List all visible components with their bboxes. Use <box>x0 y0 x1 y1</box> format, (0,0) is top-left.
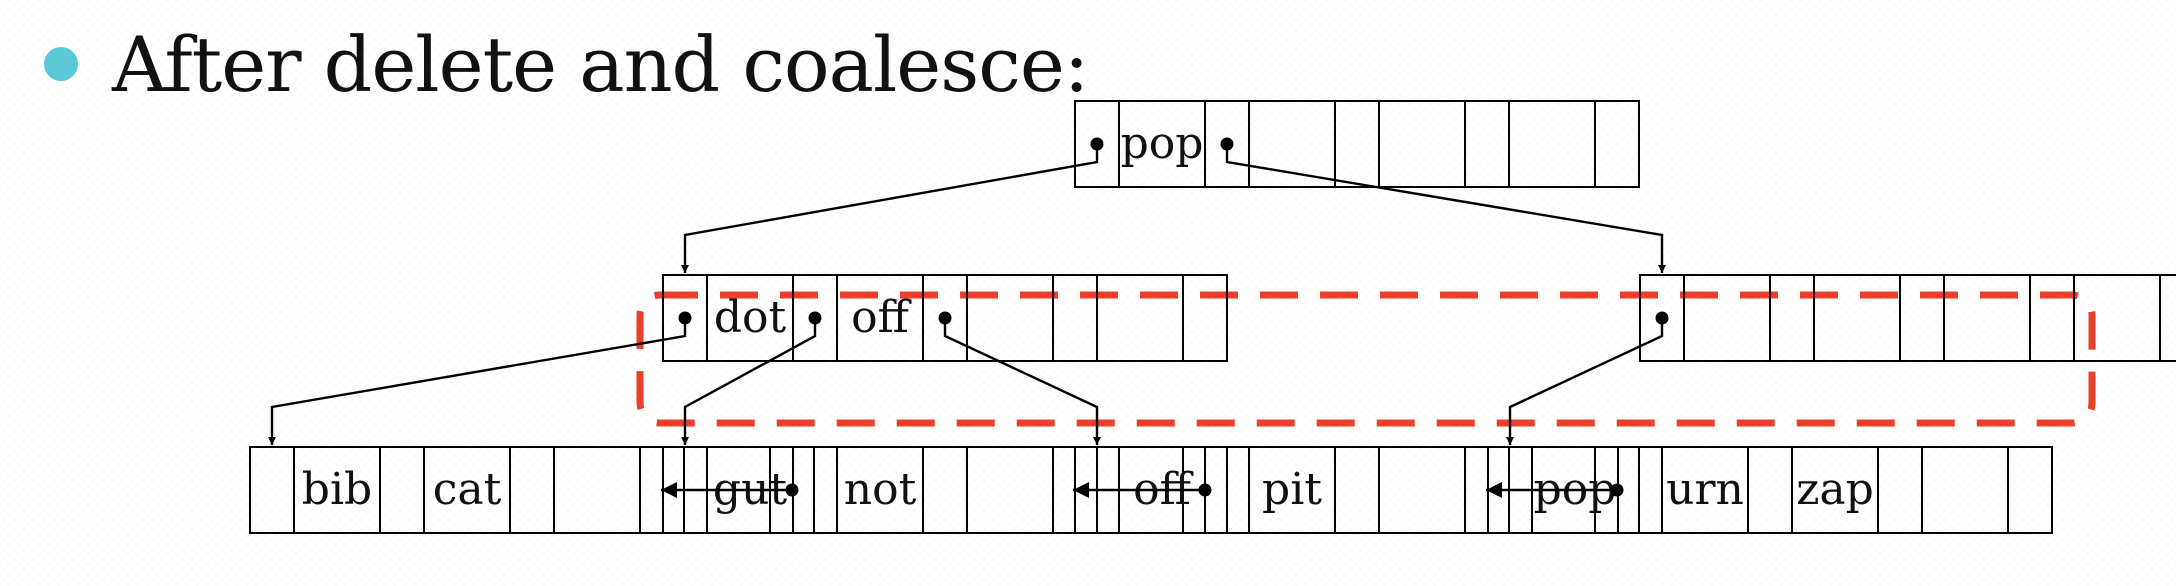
key-label: bib <box>302 464 372 515</box>
node-border <box>662 274 1228 362</box>
root-edge <box>681 144 1099 273</box>
internal-edge <box>943 318 1101 445</box>
key-label: urn <box>1666 464 1744 515</box>
key-label: zap <box>1796 464 1874 515</box>
internal-node <box>1639 274 2176 362</box>
internal-edge <box>1506 318 1664 445</box>
key-label: not <box>844 464 917 515</box>
node-border <box>249 446 815 534</box>
bullet-icon <box>44 47 78 81</box>
heading-text: After delete and coalesce: <box>112 19 1089 109</box>
leaf-node: bib cat <box>249 446 815 534</box>
key-label: dot <box>714 292 787 343</box>
key-label: pop <box>1121 118 1204 169</box>
key-label: cat <box>433 464 502 515</box>
internal-edge <box>268 318 687 445</box>
node-border <box>1639 274 2176 362</box>
key-label: pit <box>1262 464 1322 515</box>
key-label: off <box>851 292 911 343</box>
root-edge <box>1225 144 1666 273</box>
slide-heading: After delete and coalesce: <box>44 14 1089 114</box>
internal-node: dot off <box>662 274 1228 362</box>
root-node: pop <box>1074 100 1640 188</box>
internal-edge <box>681 318 817 445</box>
node-border <box>1074 100 1640 188</box>
